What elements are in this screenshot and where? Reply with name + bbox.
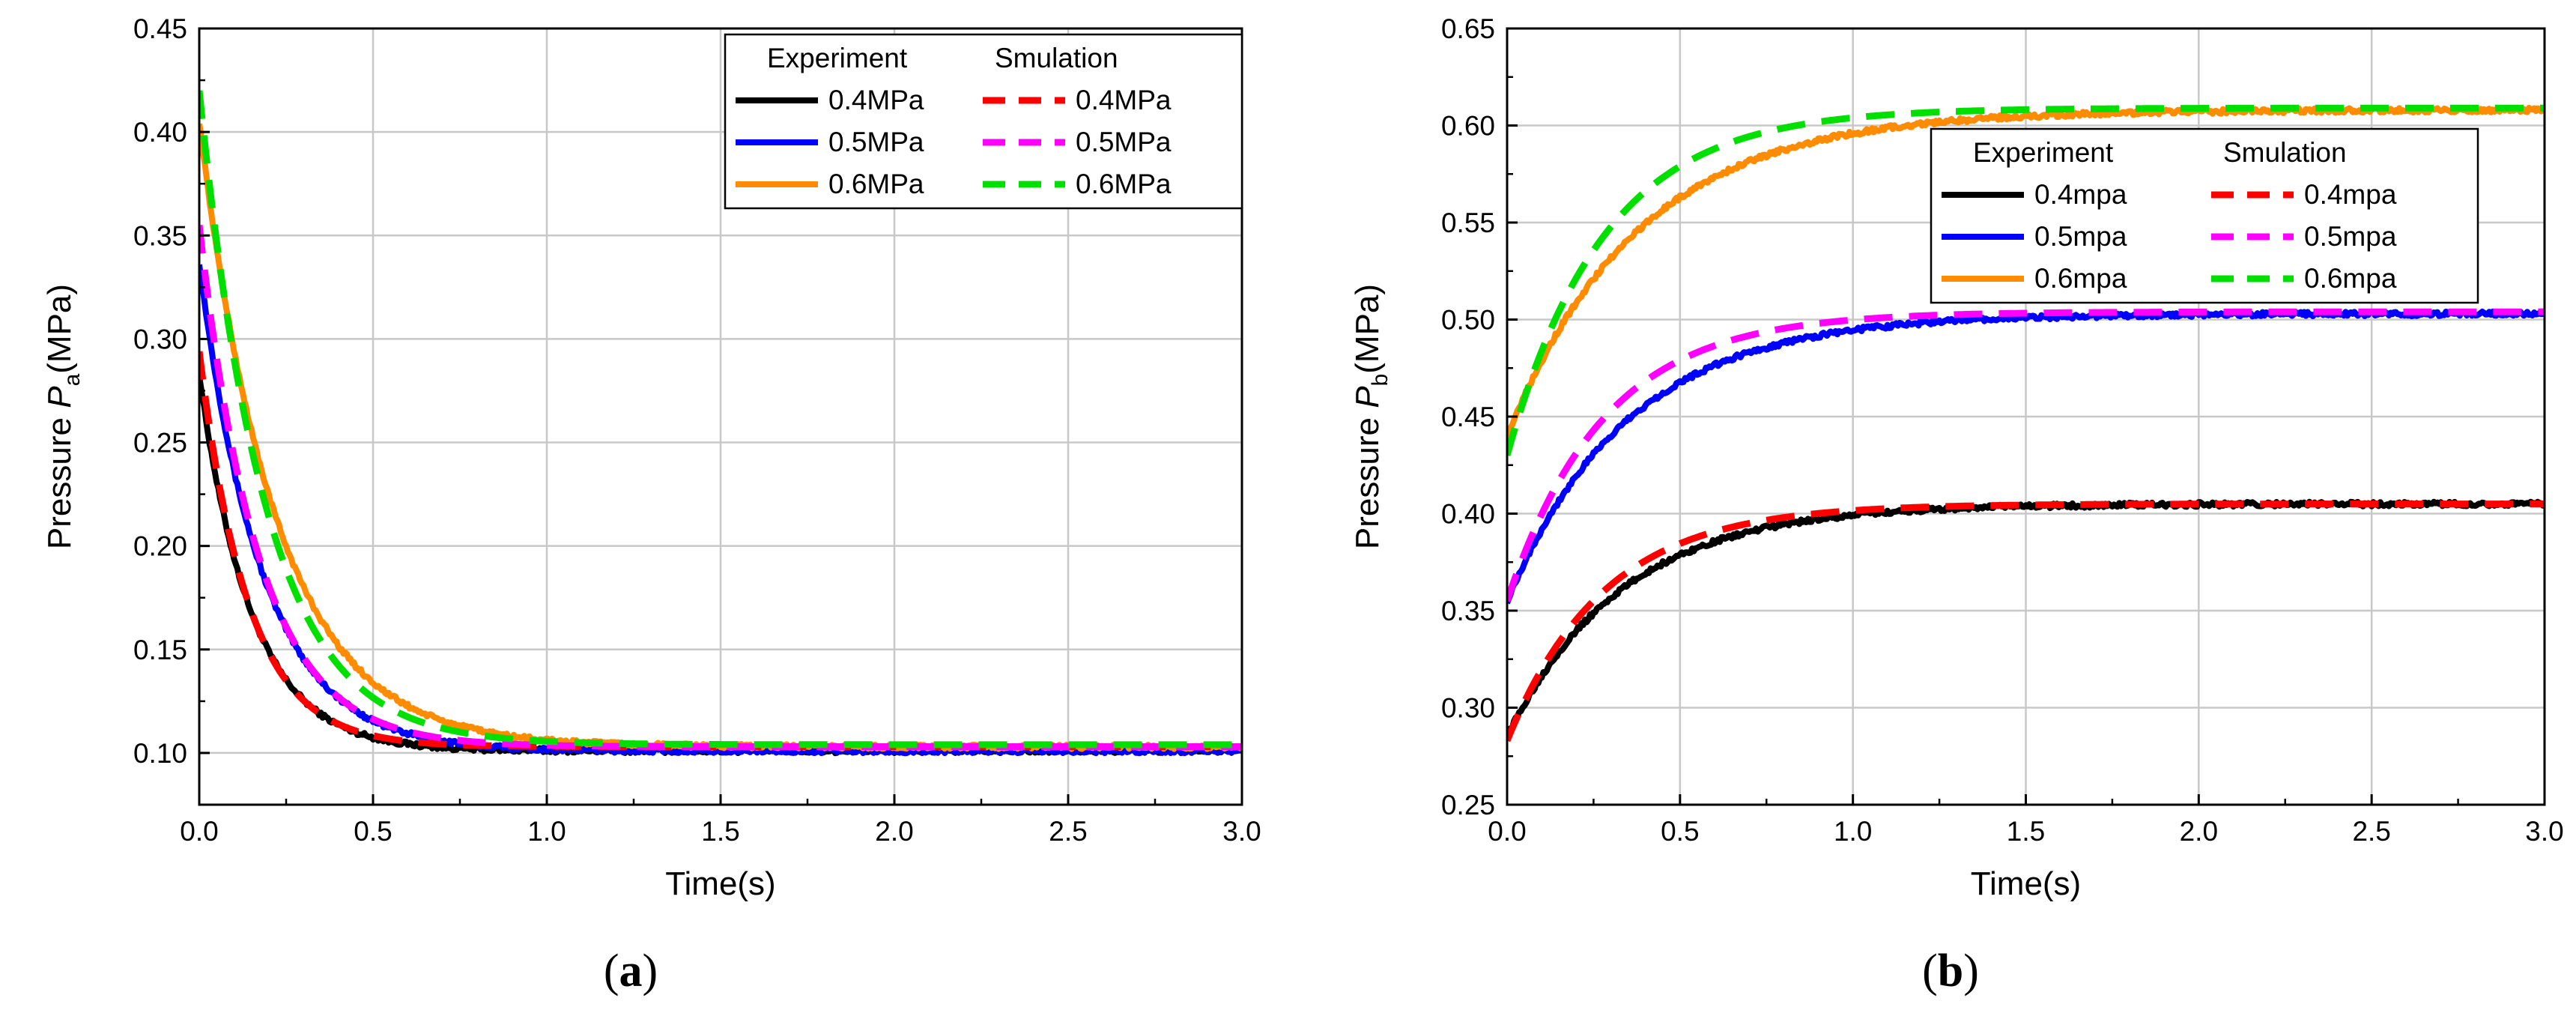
legend: Experiment Smulation 0.4mpa 0.4mpa 0.5mpa 0.5… bbox=[1930, 127, 2479, 304]
x-tick-label: 3.0 bbox=[1222, 816, 1261, 847]
x-axis-title: Time(s) bbox=[665, 865, 775, 902]
legend-box bbox=[724, 33, 1243, 210]
x-tick-label: 2.5 bbox=[2352, 816, 2390, 847]
legend-label-smulation-0.6mpa: 0.6MPa bbox=[1076, 169, 1172, 199]
y-tick-label: 0.60 bbox=[1441, 111, 1495, 142]
x-tick-label: 0.0 bbox=[180, 816, 218, 847]
legend-header-experiment: Experiment bbox=[1973, 137, 2114, 168]
series-line-smulation-0.4mpa bbox=[1507, 501, 2545, 743]
x-tick-label: 1.5 bbox=[2007, 816, 2045, 847]
series-line-smulation-0.5mpa bbox=[1507, 308, 2545, 602]
y-tick-label: 0.40 bbox=[1441, 499, 1495, 530]
y-tick-label: 0.45 bbox=[1441, 402, 1495, 432]
legend-label-smulation-0.5mpa: 0.5MPa bbox=[1076, 127, 1172, 157]
x-tick-label: 2.0 bbox=[2180, 816, 2218, 847]
legend-label-experiment-0.4mpa: 0.4mpa bbox=[2034, 179, 2127, 210]
series-group bbox=[1507, 104, 2545, 743]
x-tick-label: 1.5 bbox=[701, 816, 739, 847]
legend-header-experiment: Experiment bbox=[767, 43, 908, 73]
y-tick-label: 0.65 bbox=[1441, 13, 1495, 44]
legend-label-experiment-0.5mpa: 0.5MPa bbox=[828, 127, 924, 157]
y-tick-label: 0.45 bbox=[133, 13, 187, 44]
panel-caption: (a) bbox=[604, 946, 658, 997]
legend-box bbox=[1930, 127, 2479, 304]
y-tick-label: 0.20 bbox=[133, 531, 187, 562]
y-axis-title-unit: (MPa) bbox=[1349, 284, 1386, 374]
panel-caption-letter: b bbox=[1938, 946, 1963, 997]
y-tick-label: 0.55 bbox=[1441, 208, 1495, 238]
y-tick-label: 0.10 bbox=[133, 738, 187, 769]
legend: Experiment Smulation 0.4MPa 0.4MPa 0.5MPa 0.5… bbox=[724, 33, 1243, 210]
series-line-smulation-0.5mpa bbox=[199, 224, 1242, 751]
series-line-smulation-0.6mpa bbox=[199, 90, 1242, 749]
y-tick-label: 0.35 bbox=[133, 220, 187, 251]
y-axis-title-subscript: b bbox=[1368, 374, 1392, 387]
y-axis-title: Pressure Pb(MPa) bbox=[1349, 284, 1392, 549]
x-tick-label: 3.0 bbox=[2525, 816, 2563, 847]
y-tick-label: 0.35 bbox=[1441, 596, 1495, 626]
y-axis-title-prefix: Pressure bbox=[41, 408, 78, 549]
x-tick-label: 0.0 bbox=[1488, 816, 1526, 847]
y-axis-title-symbol: P bbox=[41, 386, 78, 408]
legend-label-experiment-0.6mpa: 0.6mpa bbox=[2034, 263, 2127, 294]
legend-header-simulation: Smulation bbox=[995, 43, 1118, 73]
x-tick-label: 0.5 bbox=[354, 816, 392, 847]
panel-caption-close: ) bbox=[643, 946, 658, 997]
legend-label-smulation-0.6mpa: 0.6mpa bbox=[2304, 263, 2397, 294]
y-tick-label: 0.40 bbox=[133, 117, 187, 148]
legend-label-experiment-0.6mpa: 0.6MPa bbox=[828, 169, 924, 199]
legend-label-experiment-0.4mpa: 0.4MPa bbox=[828, 85, 924, 115]
y-tick-label: 0.25 bbox=[133, 428, 187, 459]
chart-panel-b: 0.0 0.5 1.0 1.5 2.0 2.5 3.0 0.25 0.30 0.35 0.40 0.4… bbox=[1349, 13, 2564, 997]
y-tick-label: 0.15 bbox=[133, 635, 187, 665]
legend-label-smulation-0.4mpa: 0.4MPa bbox=[1076, 85, 1172, 115]
x-tick-label: 1.0 bbox=[1834, 816, 1872, 847]
legend-label-smulation-0.5mpa: 0.5mpa bbox=[2304, 221, 2397, 252]
y-axis-title-symbol: P bbox=[1349, 386, 1386, 408]
x-tick-label: 2.5 bbox=[1049, 816, 1087, 847]
y-axis-title-prefix: Pressure bbox=[1349, 408, 1386, 549]
y-axis-title-unit: (MPa) bbox=[41, 284, 78, 374]
legend-label-experiment-0.5mpa: 0.5mpa bbox=[2034, 221, 2127, 252]
legend-label-smulation-0.4mpa: 0.4mpa bbox=[2304, 179, 2397, 210]
legend-header-simulation: Smulation bbox=[2223, 137, 2347, 168]
series-line-smulation-0.6mpa bbox=[1507, 104, 2545, 457]
panel-caption-letter: a bbox=[619, 946, 643, 997]
y-tick-label: 0.25 bbox=[1441, 790, 1495, 820]
x-tick-label: 2.0 bbox=[875, 816, 913, 847]
x-tick-label: 0.5 bbox=[1661, 816, 1699, 847]
series-group bbox=[199, 90, 1242, 757]
panel-caption-open: ( bbox=[1922, 946, 1938, 997]
y-tick-label: 0.30 bbox=[133, 324, 187, 354]
y-tick-label: 0.50 bbox=[1441, 305, 1495, 336]
x-tick-label: 1.0 bbox=[527, 816, 566, 847]
panel-caption-close: ) bbox=[1963, 946, 1979, 997]
x-axis-title: Time(s) bbox=[1971, 865, 2081, 902]
panel-caption-open: ( bbox=[604, 946, 619, 997]
panel-caption: (b) bbox=[1922, 946, 1979, 997]
y-axis-title: Pressure Pa(MPa) bbox=[41, 284, 85, 549]
y-axis-title-subscript: a bbox=[60, 373, 85, 386]
chart-panel-a: 0.0 0.5 1.0 1.5 2.0 2.5 3.0 0.10 0.15 0.20 0.25 0.3… bbox=[41, 13, 1261, 997]
y-tick-label: 0.30 bbox=[1441, 693, 1495, 724]
